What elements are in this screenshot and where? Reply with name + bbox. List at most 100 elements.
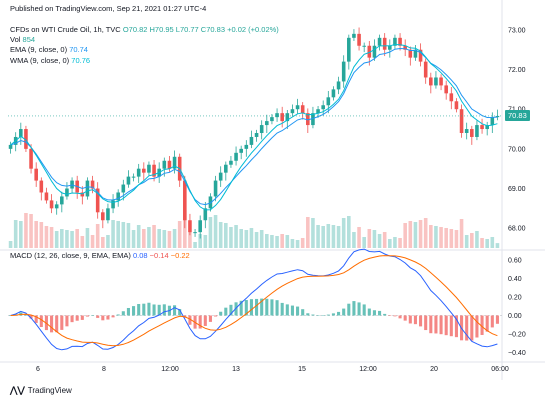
volume-bar [480,238,484,248]
volume-bar [147,227,151,248]
candle-body [121,184,126,193]
macd-histogram-bar [280,302,284,316]
volume-bar [357,227,361,248]
macd-tick-label: −0.20 [508,332,526,339]
macd-histogram-bar [198,315,202,329]
wma-label: WMA (9, close, 0) [10,56,70,65]
candle-body [95,188,100,213]
macd-histogram-bar [316,315,320,316]
volume-bar [429,225,433,248]
volume-bar [275,236,279,248]
macd-histogram-bar [147,302,151,316]
candle-body [290,109,295,114]
macd-histogram-bar [132,306,136,316]
time-tick-label: 20 [430,366,438,373]
macd-histogram-bar [480,315,484,335]
volume-bar [8,241,13,248]
macd-histogram-bar [29,315,33,319]
volume-bar [131,230,136,248]
volume-bar [464,235,469,248]
candle-body [382,37,387,50]
volume-bar [177,221,182,248]
candle-body [490,117,495,126]
volume-bar [459,219,464,248]
macd-histogram-bar [449,315,453,337]
volume-bar [116,221,120,248]
volume-bar [188,232,192,248]
macd-histogram-bar [229,304,233,316]
volume-bar [208,217,213,248]
volume-bar [24,213,28,248]
macd-histogram-bar [224,307,228,316]
macd-legend[interactable]: MACD (12, 26, close, 9, EMA, EMA) 0.08 −… [10,251,190,261]
volume-bar [418,220,423,248]
volume-bar [224,223,228,248]
time-tick-label: 13 [232,366,240,373]
volume-legend[interactable]: Vol 854 [10,35,35,45]
volume-bar [54,231,59,248]
volume-bar [90,235,95,248]
volume-bar [136,225,141,248]
volume-bar [239,229,243,248]
volume-bar [34,221,38,248]
macd-value: 0.08 [132,251,148,260]
tradingview-brand[interactable]: ⋀⋁ TradingView [10,385,72,396]
macd-histogram-bar [275,300,279,316]
volume-bar [347,216,351,248]
volume-bar [413,222,418,248]
volume-bar [162,230,167,248]
macd-histogram-bar [96,315,100,318]
candle-body [341,61,346,82]
candle-body [495,115,500,118]
volume-bar [218,222,223,248]
volume-bar [229,227,233,248]
candle-body [29,148,33,169]
volume-bar [295,240,300,248]
macd-histogram-bar [367,308,371,316]
volume-bar [60,229,64,248]
volume-label: Vol [10,35,21,44]
candle-body [418,49,423,62]
volume-bar [85,228,90,248]
candle-body [188,220,192,233]
volume-bar [306,217,310,248]
macd-histogram-bar [249,299,253,316]
macd-histogram-bar [337,311,341,316]
macd-histogram-bar [34,315,38,323]
ema-legend[interactable]: EMA (9, close, 0) 70.74 [10,45,88,55]
candle-body [24,129,28,149]
candle-body [80,192,85,197]
macd-histogram-bar [290,305,294,316]
macd-histogram-bar [475,315,479,338]
volume-bar [234,225,238,248]
time-tick-label: 06:00 [491,366,509,373]
candle-body [85,180,90,197]
macd-histogram-bar [485,315,489,332]
macd-histogram-bar [454,315,458,338]
candle-body [136,168,141,177]
candle-body [183,180,187,221]
volume-bar [495,243,500,248]
candle-body [131,176,136,178]
volume-bar [454,230,459,248]
macd-histogram-bar [162,304,166,316]
candle-body [34,168,38,181]
candle-body [403,45,407,50]
macd-histogram-bar [352,301,356,316]
candle-body [60,196,64,205]
candle-body [280,113,284,122]
candle-body [352,33,356,38]
candle-body [65,188,69,197]
last-price-tag: 70.83 [505,110,530,121]
macd-histogram-bar [398,315,402,319]
volume-bar [121,222,126,248]
macd-histogram-bar [378,310,382,316]
macd-tick-label: −0.40 [508,350,526,357]
candle-body [254,133,259,137]
time-tick-label: 8 [102,366,106,373]
wma-legend[interactable]: WMA (9, close, 0) 70.76 [10,56,90,66]
symbol-name[interactable]: CFDs on WTI Crude Oil, 1h, TVC [10,25,121,34]
volume-bar [393,237,397,248]
volume-bar [172,229,177,248]
macd-histogram-bar [424,315,428,331]
